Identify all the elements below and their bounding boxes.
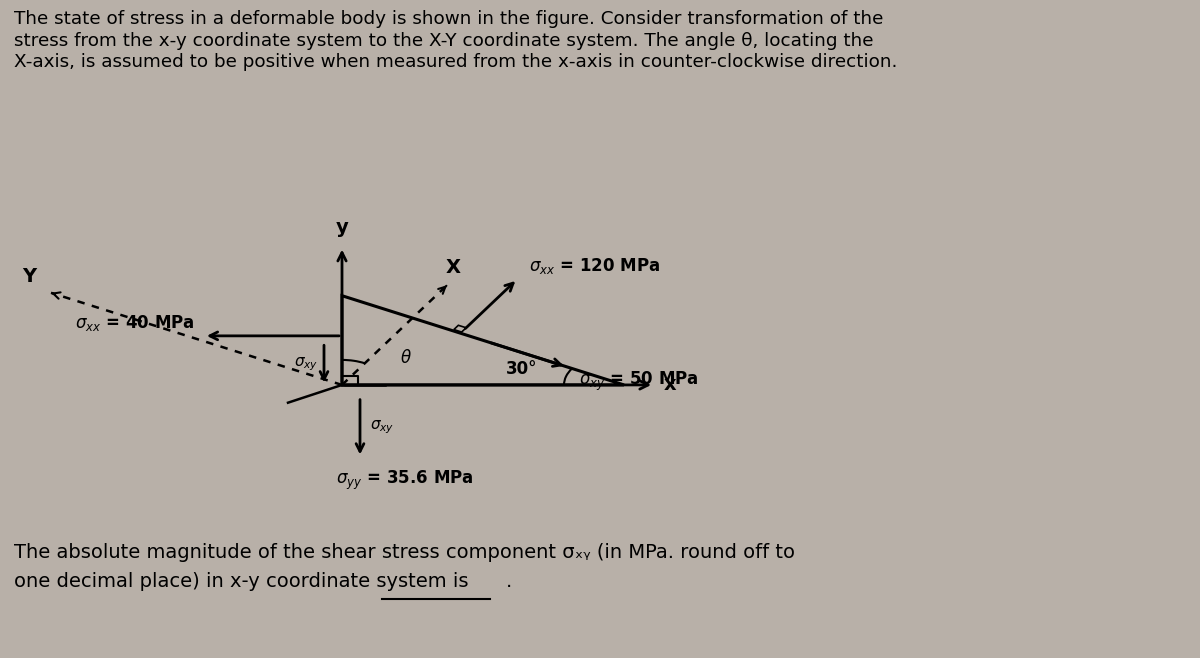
Text: $\sigma_{xy}$ = 50 MPa: $\sigma_{xy}$ = 50 MPa <box>578 370 698 393</box>
Text: $\sigma_{xy}$: $\sigma_{xy}$ <box>370 418 394 436</box>
Text: y: y <box>336 218 348 237</box>
Text: X-axis, is assumed to be positive when measured from the x-axis in counter-clock: X-axis, is assumed to be positive when m… <box>14 53 898 71</box>
Text: The state of stress in a deformable body is shown in the figure. Consider transf: The state of stress in a deformable body… <box>14 10 883 28</box>
Text: Y: Y <box>23 267 36 286</box>
Text: $\theta$: $\theta$ <box>400 349 412 367</box>
Text: The absolute magnitude of the shear stress component σₓᵧ (in MPa. round off to: The absolute magnitude of the shear stre… <box>14 543 796 562</box>
Text: 30°: 30° <box>506 361 538 378</box>
Text: $\sigma_{xx}$ = 40 MPa: $\sigma_{xx}$ = 40 MPa <box>74 313 194 332</box>
Text: $\sigma_{yy}$ = 35.6 MPa: $\sigma_{yy}$ = 35.6 MPa <box>336 469 474 492</box>
Text: x: x <box>664 376 677 394</box>
Text: X: X <box>445 259 461 277</box>
Text: $\sigma_{xx}$ = 120 MPa: $\sigma_{xx}$ = 120 MPa <box>529 256 661 276</box>
Text: $\sigma_{xy}$: $\sigma_{xy}$ <box>294 355 318 372</box>
Text: one decimal place) in x-y coordinate system is      .: one decimal place) in x-y coordinate sys… <box>14 572 512 592</box>
Text: stress from the x-y coordinate system to the X-Y coordinate system. The angle θ,: stress from the x-y coordinate system to… <box>14 32 874 49</box>
